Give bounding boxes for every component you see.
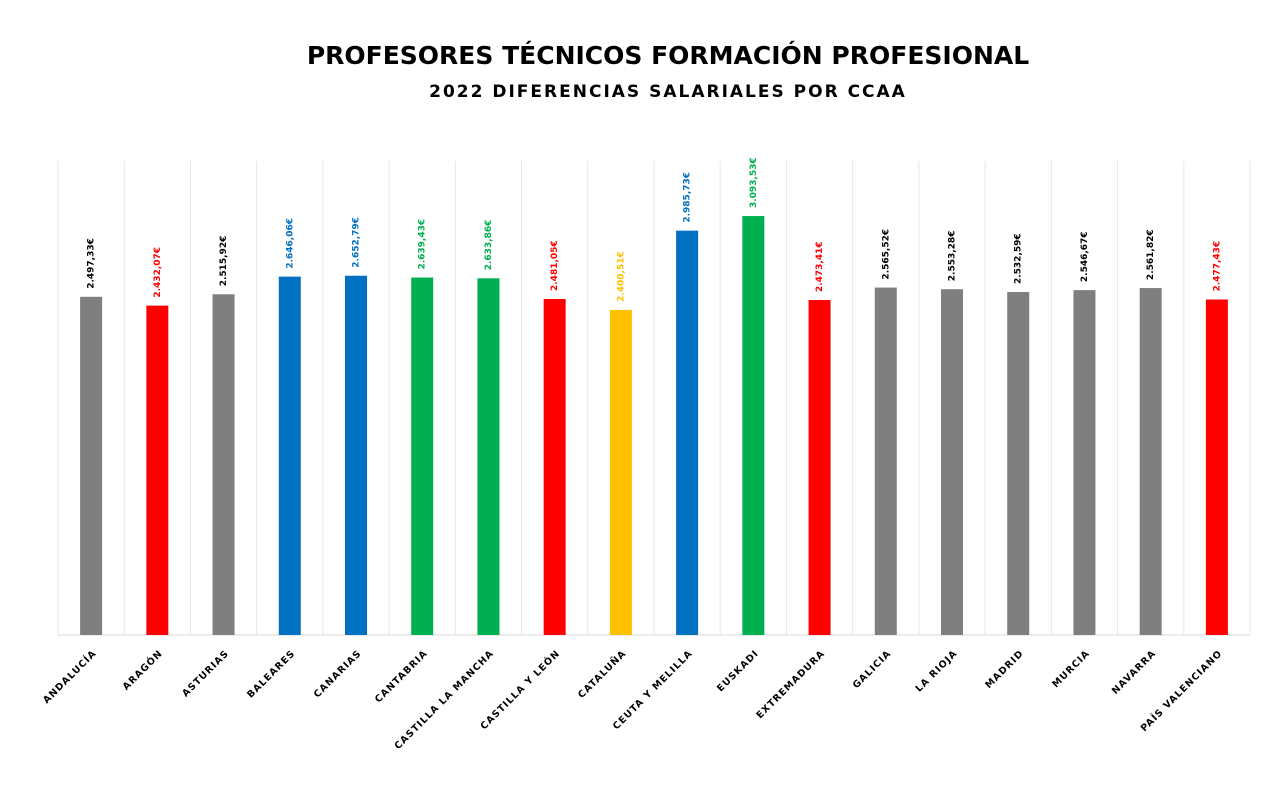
x-tick-label: CANARIAS [312,648,364,700]
x-tick-label: MADRID [983,648,1026,691]
value-label: 2.481,05€ [550,240,560,291]
x-tick-label: ANDALUCÍA [40,647,99,706]
value-label: 2.561,82€ [1146,229,1156,280]
bar [543,298,566,635]
value-label: 2.400,51€ [616,251,626,302]
bar [808,300,831,635]
chart-title: PROFESORES TÉCNICOS FORMACIÓN PROFESIONA… [307,40,1029,70]
bar [345,275,367,635]
value-label: 3.093,53€ [749,157,759,208]
chart-subtitle: 2022 DIFERENCIAS SALARIALES POR CCAA [429,82,907,102]
bar [477,278,500,635]
value-label: 2.639,43€ [418,219,428,270]
x-tick-label: CATALUÑA [576,648,629,701]
value-label: 2.477,43€ [1212,241,1222,292]
bar [146,305,169,635]
x-tick-label: ASTURIAS [180,648,231,699]
x-tick-label: EUSKADI [715,648,761,694]
value-label: 2.553,28€ [948,231,958,282]
bar [874,287,897,635]
x-tick-label: EXTREMADURA [754,648,827,721]
x-tick-label: BALEARES [245,648,297,700]
value-label: 2.646,06€ [285,218,295,269]
value-label: 2.473,41€ [815,241,825,292]
bar [1139,288,1162,635]
value-label: 2.546,67€ [1080,231,1090,282]
x-tick-label: GALICIA [851,648,894,691]
value-label: 2.652,79€ [352,217,362,268]
value-label: 2.985,73€ [683,172,693,223]
bar [80,296,103,635]
value-label: 2.532,59€ [1014,233,1024,284]
bar [609,309,632,635]
x-tick-label: NAVARRA [1110,648,1159,697]
x-tick-label: ARAGÓN [120,647,165,692]
bar [278,276,301,635]
bar [941,289,963,635]
value-label: 2.515,92€ [219,236,229,287]
bar [742,216,765,635]
value-label: 2.565,52€ [881,229,891,280]
bar [212,294,235,635]
value-label: 2.432,07€ [153,247,163,298]
x-tick-label: LA RIOJA [914,648,960,694]
value-label: 2.633,86€ [484,220,494,271]
bar [1205,299,1228,635]
bar [411,277,434,635]
x-tick-label: CANTABRIA [373,648,430,705]
value-label: 2.497,33€ [87,238,97,289]
x-tick-label: MURCIA [1050,648,1092,690]
bar [1073,290,1096,635]
bar [676,230,699,635]
bar [1007,292,1030,635]
